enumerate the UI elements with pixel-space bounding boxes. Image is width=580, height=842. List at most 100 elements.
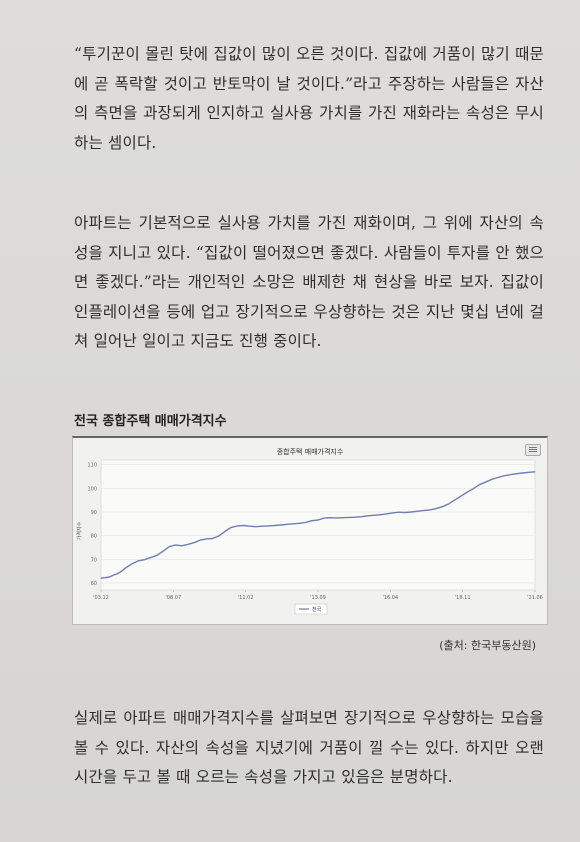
x-tick-label: '16.04 xyxy=(382,595,398,601)
data-point xyxy=(516,473,517,475)
legend-box xyxy=(294,603,328,615)
data-point xyxy=(460,496,461,497)
figure-caption: 전국 종합주택 매매가격지수 xyxy=(74,414,227,429)
data-point xyxy=(249,525,251,527)
data-point xyxy=(175,544,176,546)
paragraph-2: 아파트는 기본적으로 실사용 가치를 가진 재화이며, 그 위에 자산의 속성을… xyxy=(74,214,544,350)
data-point xyxy=(305,522,306,523)
data-point xyxy=(373,514,375,516)
data-point xyxy=(323,517,325,519)
chart-y-axis-label: 가격지수 xyxy=(76,521,83,540)
data-point xyxy=(379,514,381,516)
plot-area xyxy=(100,459,536,591)
data-point xyxy=(367,515,368,517)
data-point xyxy=(398,511,399,513)
data-point xyxy=(168,546,170,548)
data-point xyxy=(348,517,350,518)
y-tick-label: 80 xyxy=(91,534,97,540)
data-point xyxy=(237,525,238,527)
data-point xyxy=(108,576,110,578)
data-point xyxy=(404,512,406,513)
y-tick-label: 90 xyxy=(91,510,97,516)
data-point xyxy=(268,525,269,527)
data-point xyxy=(491,478,492,480)
paragraph-3: 실제로 아파트 매매가격지수를 살펴보면 장기적으로 우상향하는 모습을 볼 수… xyxy=(74,709,544,786)
data-point xyxy=(354,516,356,518)
legend-label: 전국 xyxy=(312,606,322,613)
y-tick-label: 110 xyxy=(87,463,97,469)
data-point xyxy=(441,506,443,508)
data-point xyxy=(497,477,499,478)
data-point xyxy=(212,538,214,539)
data-point xyxy=(125,567,127,569)
data-point xyxy=(435,508,437,510)
data-point xyxy=(274,525,275,526)
data-point xyxy=(466,491,468,493)
data-point xyxy=(416,510,418,512)
figure-source: (출처: 한국부동산원) xyxy=(439,639,536,652)
data-point xyxy=(243,525,245,526)
data-point xyxy=(317,519,319,521)
data-point xyxy=(181,545,182,547)
y-tick-label: 100 xyxy=(87,486,97,492)
data-point xyxy=(286,523,288,525)
data-point xyxy=(528,471,530,473)
data-point xyxy=(336,517,337,519)
data-point xyxy=(299,522,300,524)
data-point xyxy=(485,481,486,483)
data-point xyxy=(311,520,313,522)
x-tick-label: '08.07 xyxy=(165,595,181,601)
data-point xyxy=(131,563,133,565)
data-point xyxy=(342,517,344,519)
data-point xyxy=(230,526,232,528)
data-point xyxy=(292,523,294,525)
data-point xyxy=(187,543,189,545)
data-point xyxy=(100,577,102,579)
data-point xyxy=(280,524,282,526)
data-point xyxy=(193,542,195,544)
data-point xyxy=(255,526,257,528)
data-point xyxy=(423,510,424,511)
data-point xyxy=(261,525,263,527)
data-point xyxy=(224,530,226,532)
data-point xyxy=(472,488,474,490)
data-point xyxy=(206,538,207,540)
data-point xyxy=(392,512,393,514)
data-point xyxy=(503,475,505,477)
chart-menu-icon[interactable] xyxy=(525,444,541,456)
data-point xyxy=(478,484,480,486)
data-point xyxy=(385,513,387,515)
data-point xyxy=(144,559,145,561)
data-point xyxy=(121,570,123,572)
data-point xyxy=(454,499,455,501)
x-tick-label: '13.09 xyxy=(310,595,326,601)
data-point xyxy=(218,535,220,537)
data-point xyxy=(509,474,511,476)
data-point xyxy=(156,555,158,556)
data-point xyxy=(199,539,201,541)
data-point xyxy=(534,471,536,473)
data-point xyxy=(410,511,412,513)
y-tick-label: 70 xyxy=(91,557,97,563)
y-tick-label: 60 xyxy=(91,581,97,587)
data-point xyxy=(361,516,362,518)
data-point xyxy=(150,557,151,559)
data-point xyxy=(162,550,164,552)
paragraph-1: “투기꾼이 몰린 탓에 집값이 많이 오른 것이다. 집값에 거품이 많기 때문… xyxy=(74,45,544,152)
data-point xyxy=(522,472,523,474)
x-tick-label: '03.12 xyxy=(93,595,109,601)
chart-title: 종합주택 매매가격지수 xyxy=(277,447,344,456)
data-point xyxy=(113,574,114,576)
data-point xyxy=(330,517,331,519)
data-point xyxy=(104,577,106,579)
data-point xyxy=(429,509,430,511)
x-tick-label: '21.06 xyxy=(527,595,543,601)
data-point xyxy=(137,560,139,562)
x-tick-label: '18.11 xyxy=(455,595,471,601)
data-point xyxy=(117,573,118,575)
price-index-chart: 종합주택 매매가격지수 가격지수 60 70 80 90 100 110 '03.12 '08… xyxy=(76,447,543,615)
data-point xyxy=(447,503,449,505)
x-tick-label: '11.02 xyxy=(238,595,254,601)
chart-panel: 종합주택 매매가격지수 가격지수 60 70 80 90 100 110 '03.12 '08… xyxy=(72,436,548,625)
